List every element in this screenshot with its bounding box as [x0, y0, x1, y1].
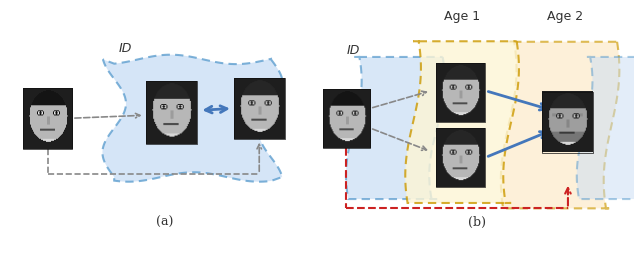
Polygon shape: [102, 55, 283, 182]
Bar: [323, 89, 370, 148]
Bar: [436, 63, 484, 122]
Polygon shape: [405, 41, 519, 203]
Bar: [234, 78, 285, 139]
Polygon shape: [577, 57, 640, 199]
Text: ID: ID: [346, 44, 360, 57]
Bar: [145, 81, 196, 144]
Text: (b): (b): [468, 216, 486, 229]
Bar: [543, 92, 593, 153]
Bar: [23, 88, 72, 148]
Text: Age 2: Age 2: [547, 10, 583, 23]
Bar: [436, 128, 484, 187]
Text: (a): (a): [156, 216, 174, 229]
Polygon shape: [501, 42, 620, 208]
Text: Age 1: Age 1: [444, 10, 480, 23]
Polygon shape: [346, 57, 445, 199]
Text: ID: ID: [119, 41, 132, 55]
